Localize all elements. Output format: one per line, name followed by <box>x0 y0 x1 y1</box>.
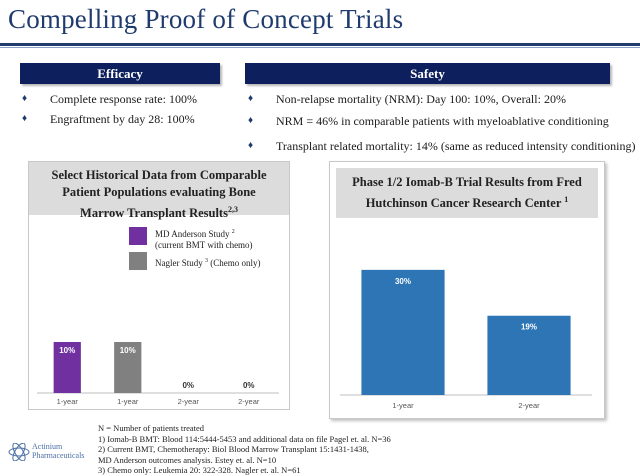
logo-line: Actinium <box>32 442 63 451</box>
safety-bullet-text: Non-relapse mortality (NRM): Day 100: 10… <box>276 92 566 106</box>
heading-line: Phase 1/2 Iomab-B Trial Results from Fre… <box>352 175 582 189</box>
page-title: Compelling Proof of Concept Trials <box>8 4 404 34</box>
efficacy-header: Efficacy <box>20 63 220 84</box>
safety-bullet: ♦ NRM = 46% in comparable patients with … <box>248 114 609 129</box>
legend-item-md-anderson: MD Anderson Study 2 (current BMT with ch… <box>155 227 253 251</box>
legend-line: MD Anderson Study 2 <box>155 227 253 240</box>
bar <box>53 342 81 393</box>
safety-bullet-text: Transplant related mortality: 14% (same … <box>276 139 636 153</box>
x-tick-label: 1-year <box>392 401 414 410</box>
x-tick-label: 1-year <box>117 397 139 406</box>
x-tick-label: 2-year <box>518 401 540 410</box>
data-label: 10% <box>120 346 136 355</box>
footnotes: N = Number of patients treated 1) Iomab-… <box>98 423 391 476</box>
diamond-bullet-icon: ♦ <box>248 93 254 104</box>
legend-label: Nagler Study <box>155 258 205 268</box>
heading-superscript: 2,3 <box>227 205 238 214</box>
legend-sublabel: (Chemo only) <box>208 258 261 268</box>
historical-data-heading: Select Historical Data from Comparable P… <box>29 162 289 220</box>
iomab-results-heading: Phase 1/2 Iomab-B Trial Results from Fre… <box>336 168 598 218</box>
data-label: 0% <box>182 381 194 390</box>
heading-line: Marrow Transplant Results2,3 <box>39 201 279 222</box>
heading-line-text: Marrow Transplant Results <box>80 206 228 221</box>
diamond-bullet-icon: ♦ <box>22 113 28 124</box>
diamond-bullet-icon: ♦ <box>248 140 254 151</box>
heading-superscript: 1 <box>564 195 569 204</box>
safety-bullet: ♦ Transplant related mortality: 14% (sam… <box>248 139 635 154</box>
diamond-bullet-icon: ♦ <box>248 115 254 126</box>
efficacy-bullet: ♦ Complete response rate: 100% <box>22 92 197 107</box>
logo-text: Actinium Pharmaceuticals <box>32 442 84 460</box>
footnote-line: 2) Current BMT, Chemotherapy: Biol Blood… <box>98 444 369 454</box>
data-label: 19% <box>521 323 537 332</box>
legend-swatch-md-anderson <box>129 227 147 245</box>
efficacy-bullet-text: Engraftment by day 28: 100% <box>50 112 195 126</box>
heading-line: Hutchinson Cancer Research Center 1 <box>346 191 588 212</box>
title-divider-thin <box>0 47 640 48</box>
footnote-line: MD Anderson outcomes analysis. Estey et.… <box>98 454 277 465</box>
x-tick-label: 2-year <box>178 397 200 406</box>
logo-line: Pharmaceuticals <box>32 451 85 460</box>
bar <box>487 315 571 395</box>
heading-line: Patient Populations evaluating Bone <box>62 185 256 199</box>
title-divider <box>0 43 640 46</box>
footnote-line: 3) Chemo only: Leukemia 20: 322-328. Nag… <box>98 465 301 475</box>
x-tick-label: 2-year <box>238 397 260 406</box>
historical-data-panel: Select Historical Data from Comparable P… <box>28 161 290 410</box>
iomab-bar-chart: 30% 1-year 19% 2-year <box>340 269 592 410</box>
x-tick-label: 1-year <box>57 397 79 406</box>
heading-line: Select Historical Data from Comparable <box>51 168 267 182</box>
safety-header: Safety <box>245 63 610 84</box>
data-label: 0% <box>243 381 255 390</box>
iomab-results-panel: Phase 1/2 Iomab-B Trial Results from Fre… <box>329 161 605 419</box>
bar <box>361 269 445 395</box>
data-label: 30% <box>395 277 411 286</box>
bar <box>114 342 142 393</box>
legend-sublabel: (current BMT with chemo) <box>155 240 253 250</box>
legend-superscript: 2 <box>231 229 235 235</box>
efficacy-bullet: ♦ Engraftment by day 28: 100% <box>22 112 195 127</box>
heading-line-text: Hutchinson Cancer Research Center <box>365 196 565 211</box>
footnote-line: 1) Iomab-B BMT: Blood 114:5444-5453 and … <box>98 433 391 444</box>
efficacy-bullet-text: Complete response rate: 100% <box>50 92 197 106</box>
legend-swatch-nagler <box>129 252 147 270</box>
legend-label: MD Anderson Study <box>155 229 232 239</box>
legend-superscript: 3 <box>205 258 208 264</box>
footnote-line: N = Number of patients treated <box>98 423 205 433</box>
safety-bullet-text: NRM = 46% in comparable patients with my… <box>276 114 609 128</box>
safety-bullet: ♦ Non-relapse mortality (NRM): Day 100: … <box>248 92 566 107</box>
data-label: 10% <box>59 346 75 355</box>
diamond-bullet-icon: ♦ <box>22 93 28 104</box>
historical-bar-chart: 10% 1-year 10% 1-year 0% 2-year 0% 2-year <box>37 342 279 406</box>
legend-item-nagler: Nagler Study 3 (Chemo only) <box>155 256 261 269</box>
atom-logo-icon <box>8 443 30 461</box>
